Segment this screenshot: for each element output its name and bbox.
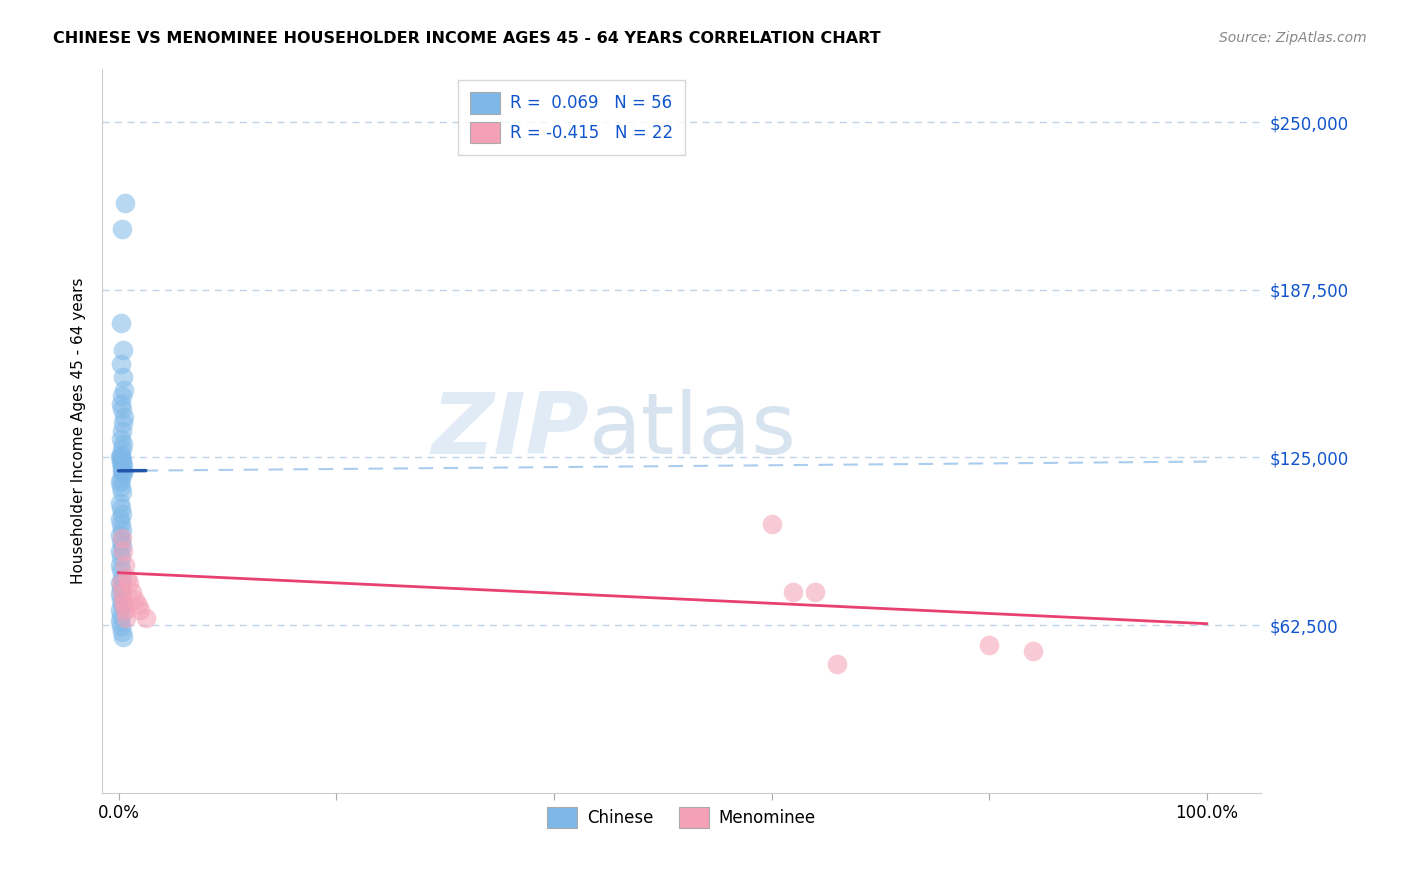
Point — [111, 416, 134, 430]
Point — [129, 603, 152, 617]
Text: ZIP: ZIP — [432, 389, 589, 472]
Point — [124, 592, 146, 607]
Point — [111, 467, 134, 481]
Point — [111, 544, 134, 558]
Point — [108, 603, 131, 617]
Point — [112, 410, 135, 425]
Point — [782, 584, 804, 599]
Point — [115, 571, 138, 585]
Text: Source: ZipAtlas.com: Source: ZipAtlas.com — [1219, 31, 1367, 45]
Point — [110, 456, 132, 470]
Point — [118, 576, 141, 591]
Point — [121, 584, 143, 599]
Point — [114, 195, 136, 210]
Point — [111, 437, 134, 451]
Point — [108, 614, 131, 628]
Point — [110, 472, 132, 486]
Y-axis label: Householder Income Ages 45 - 64 years: Householder Income Ages 45 - 64 years — [72, 277, 86, 584]
Point — [761, 517, 783, 532]
Point — [111, 402, 134, 417]
Point — [127, 598, 149, 612]
Point — [108, 528, 131, 542]
Point — [115, 611, 138, 625]
Point — [111, 507, 134, 521]
Point — [111, 531, 134, 545]
Point — [110, 316, 132, 330]
Point — [110, 432, 132, 446]
Point — [108, 558, 131, 572]
Point — [804, 584, 827, 599]
Point — [108, 587, 131, 601]
Point — [111, 464, 134, 478]
Point — [110, 592, 132, 607]
Point — [108, 450, 131, 465]
Point — [111, 630, 134, 644]
Point — [110, 448, 132, 462]
Point — [111, 389, 134, 403]
Point — [110, 563, 132, 577]
Point — [1021, 643, 1043, 657]
Point — [111, 461, 134, 475]
Point — [108, 496, 131, 510]
Point — [110, 517, 132, 532]
Point — [110, 480, 132, 494]
Point — [111, 584, 134, 599]
Point — [110, 533, 132, 548]
Point — [114, 603, 136, 617]
Legend: Chinese, Menominee: Chinese, Menominee — [541, 800, 823, 835]
Point — [111, 222, 134, 236]
Point — [111, 370, 134, 384]
Point — [825, 657, 848, 671]
Point — [111, 592, 134, 607]
Point — [135, 611, 157, 625]
Text: CHINESE VS MENOMINEE HOUSEHOLDER INCOME AGES 45 - 64 YEARS CORRELATION CHART: CHINESE VS MENOMINEE HOUSEHOLDER INCOME … — [53, 31, 882, 46]
Point — [111, 571, 134, 585]
Point — [110, 582, 132, 596]
Point — [112, 598, 135, 612]
Point — [111, 453, 134, 467]
Point — [111, 485, 134, 500]
Point — [979, 638, 1001, 652]
Point — [111, 464, 134, 478]
Point — [108, 475, 131, 489]
Point — [111, 424, 134, 438]
Point — [111, 458, 134, 473]
Point — [110, 357, 132, 371]
Point — [108, 512, 131, 526]
Point — [111, 539, 134, 553]
Point — [110, 501, 132, 516]
Point — [108, 544, 131, 558]
Point — [111, 598, 134, 612]
Point — [110, 619, 132, 633]
Point — [108, 576, 131, 591]
Point — [111, 624, 134, 639]
Text: atlas: atlas — [589, 389, 797, 472]
Point — [110, 608, 132, 623]
Point — [112, 384, 135, 398]
Point — [110, 549, 132, 564]
Point — [111, 442, 134, 457]
Point — [111, 343, 134, 358]
Point — [110, 450, 132, 465]
Point — [110, 397, 132, 411]
Point — [114, 558, 136, 572]
Point — [110, 576, 132, 591]
Point — [111, 523, 134, 537]
Point — [111, 456, 134, 470]
